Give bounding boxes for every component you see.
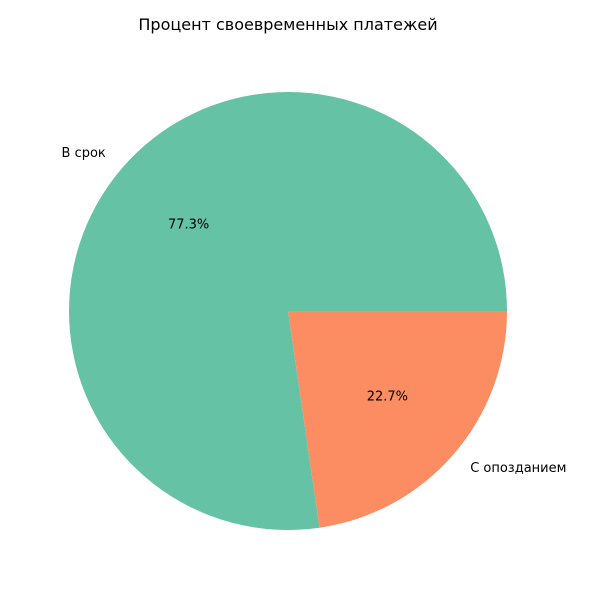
pie-percent-label-1: 22.7% [367, 389, 408, 404]
pie-slice-1 [288, 311, 507, 528]
pie-category-label-1: С опозданием [470, 461, 566, 476]
pie-slices [69, 91, 507, 531]
pie-category-label-0: В срок [62, 146, 106, 161]
chart-title: Процент своевременных платежей [138, 15, 437, 34]
pie-labels: 77.3% В срок 22.7% С опозданием [62, 146, 567, 476]
pie-percent-label-0: 77.3% [168, 218, 209, 233]
